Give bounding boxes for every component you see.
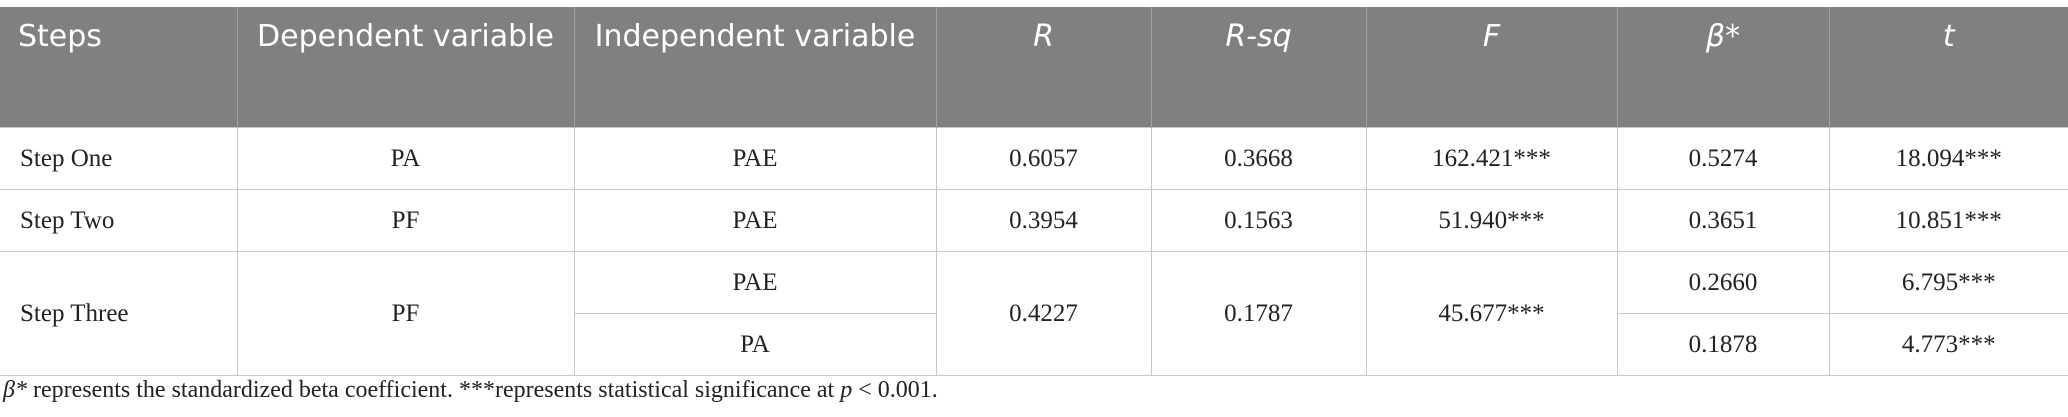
header-cell: Independent variable [573,7,936,128]
footnote-symbol: β* [3,377,27,403]
table-cell: PAE [573,189,937,252]
table-cell: 0.3668 [1150,127,1367,190]
table-cell: 162.421*** [1365,127,1618,190]
table-cell: 0.1878 [1616,313,1830,376]
header-cell: Steps [0,7,237,128]
table-row: Step Two PF PAE 0.3954 0.1563 51.940*** 0.3651… [0,189,2068,252]
table-cell: 0.4227 [935,251,1152,376]
table-cell: 0.3651 [1616,189,1830,252]
header-cell: R-sq [1150,7,1366,128]
table-cell: PA [236,127,575,190]
table-row: PA 0.1878 4.773*** [0,313,2068,376]
header-cell: Dependent variable [236,7,574,128]
table-cell: 0.5274 [1616,127,1830,190]
table-cell: 45.677*** [1365,251,1618,376]
table-cell: Step One [0,127,238,190]
table-cell: 0.2660 [1616,251,1830,314]
footnote: β* represents the standardized beta coef… [3,377,938,404]
table-cell: PAE [573,127,937,190]
table-body: Step One PA PAE 0.6057 0.3668 162.421*** 0.527… [0,127,2068,376]
header-row: Steps Dependent variable Independent var… [0,7,2068,128]
table-row: Step Three PF PAE 0.4227 0.1787 45.677*** 0.26… [0,251,2068,376]
table-cell: 0.6057 [935,127,1152,190]
table-cell: PAE [573,251,937,314]
header-cell: F [1365,7,1617,128]
table-cell: 0.3954 [935,189,1152,252]
table-cell: 0.1787 [1150,251,1367,376]
table-cell: 51.940*** [1365,189,1618,252]
table-cell: 4.773*** [1828,313,2068,376]
header-cell: β* [1616,7,1829,128]
table-cell: PF [236,251,575,376]
table-cell: 10.851*** [1828,189,2068,252]
footnote-text: represents the standardized beta coeffic… [26,377,841,403]
table-row: Step One PA PAE 0.6057 0.3668 162.421*** 0.527… [0,127,2068,190]
table-cell: PF [236,189,575,252]
regression-table: Steps Dependent variable Independent var… [0,7,2068,376]
table-cell: Step Two [0,189,238,252]
footnote-symbol: p [840,377,853,403]
header-cell: t [1828,7,2068,128]
table-cell: Step Three [0,251,238,376]
footnote-text: < 0.001. [852,377,938,403]
table-cell: PA [573,313,937,376]
table-cell: 6.795*** [1828,251,2068,314]
header-cell: R [935,7,1151,128]
table-cell: 0.1563 [1150,189,1367,252]
table-cell: 18.094*** [1828,127,2068,190]
